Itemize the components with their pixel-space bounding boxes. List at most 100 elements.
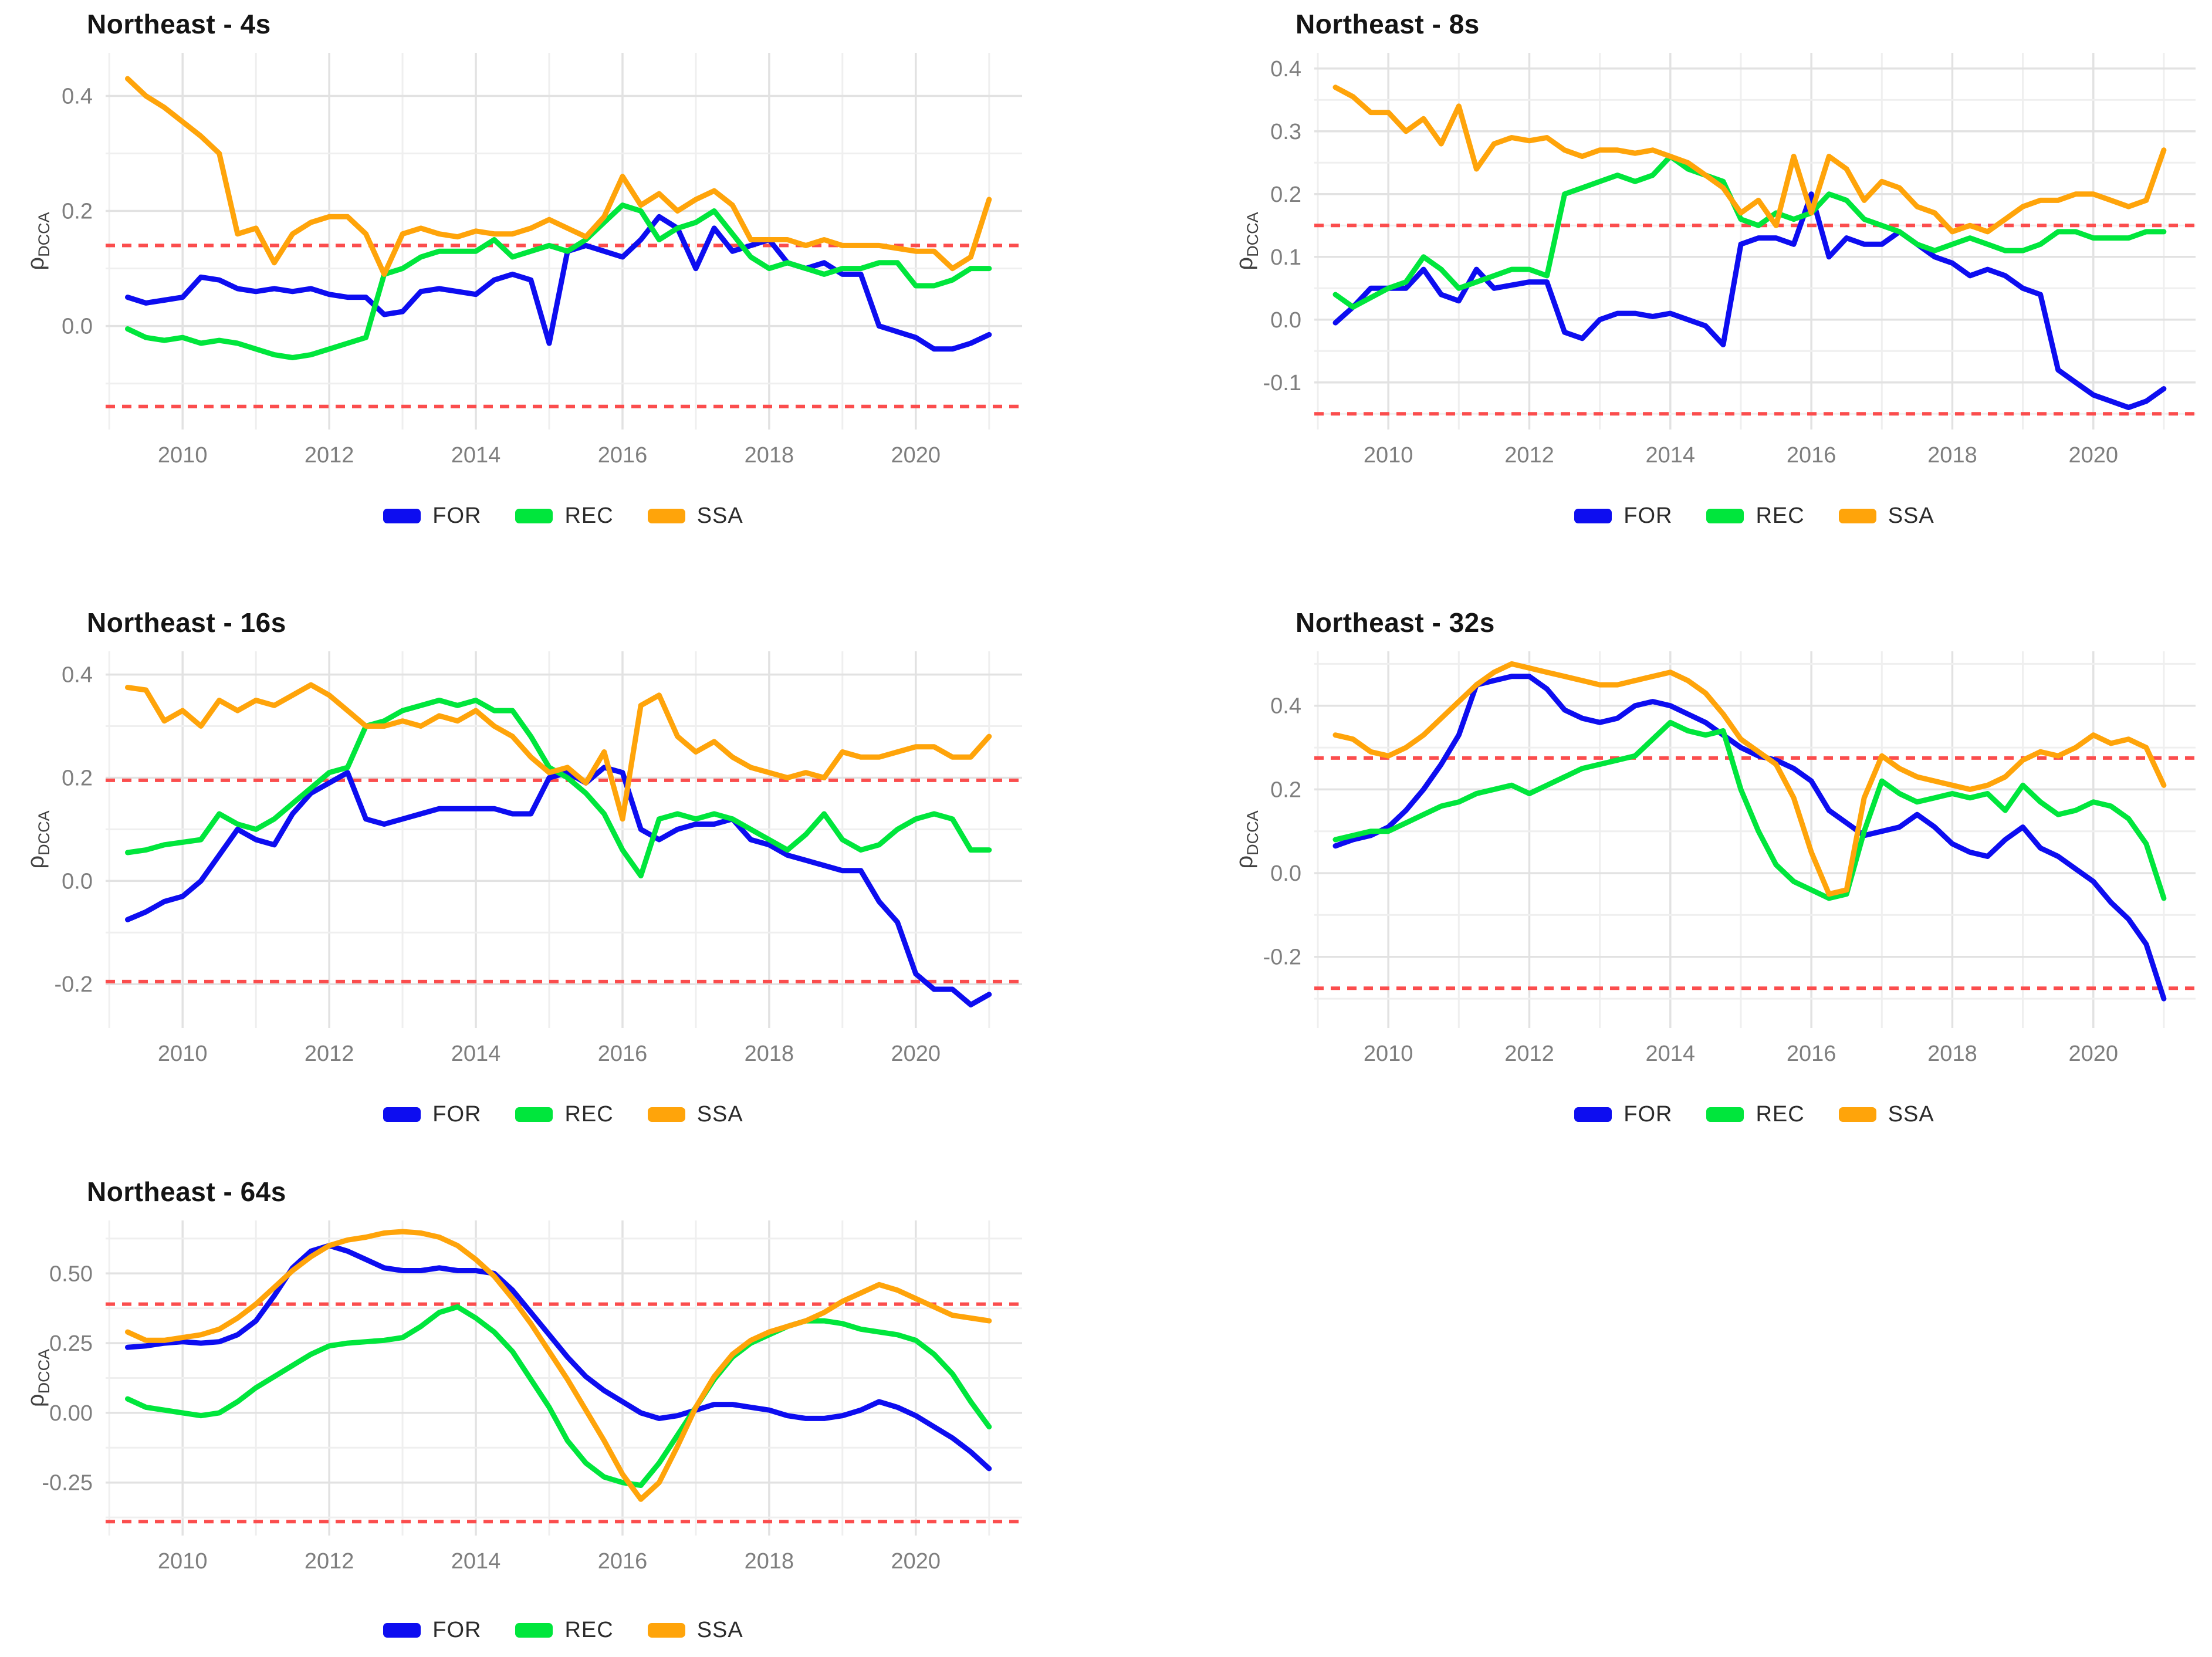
plot-area: 0.4 0.2 0.0 -0.2 2010 2012 2014 2016 2018 2020 ρDC…: [18, 641, 1039, 1087]
legend-label: FOR: [432, 1102, 482, 1127]
legend-item-ssa: SSA: [647, 1618, 743, 1643]
series-line-ssa: [1332, 661, 2167, 897]
x-tick-label: 2012: [1504, 443, 1554, 468]
y-tick-label: 0.0: [62, 315, 93, 339]
chart-title: Northeast - 64s: [87, 1176, 286, 1207]
y-tick-label: -0.25: [42, 1471, 93, 1496]
y-tick-label: 0.2: [1270, 182, 1301, 207]
plot-svg: 0.4 0.2 0.0 -0.2 2010 2012 2014 2016 2018 2020 ρDC…: [23, 651, 1022, 1066]
y-tick-label: 0.0: [1270, 308, 1301, 333]
legend-key-icon: [1574, 509, 1612, 523]
legend-label: REC: [564, 1618, 614, 1642]
x-tick-label: 2016: [598, 443, 648, 468]
x-tick-label: 2010: [1364, 1041, 1413, 1066]
y-tick-label: -0.2: [1263, 945, 1301, 970]
x-tick-label: 2016: [598, 1041, 648, 1066]
plot-area: 0.50 0.25 0.00 -0.25 2010 2012 2014 2016 2018 202…: [18, 1210, 1039, 1594]
x-tick-label: 2016: [1787, 1041, 1836, 1066]
series-line-ssa: [1332, 84, 2167, 235]
legend-key-icon: [1574, 1107, 1612, 1122]
legend-item-rec: REC: [515, 1102, 613, 1127]
x-tick-label: 2018: [1927, 1041, 1977, 1066]
legend-key-icon: [383, 1623, 421, 1638]
chart-title: Northeast - 16s: [87, 607, 286, 638]
legend-key-icon: [647, 1623, 685, 1638]
x-tick-label: 2012: [305, 1549, 354, 1574]
plot-area: 0.4 0.3 0.2 0.1 0.0 -0.1 2010 2012 2014 2016 2018 2…: [1226, 42, 2212, 488]
series-line-for: [125, 765, 992, 1007]
x-tick-label: 2018: [745, 443, 794, 468]
chart-title: Northeast - 32s: [1296, 607, 1495, 638]
legend-key-icon: [515, 1623, 553, 1638]
y-tick-label: 0.1: [1270, 245, 1301, 270]
series-line-for: [125, 1243, 992, 1472]
legend-item-rec: REC: [1706, 1102, 1804, 1127]
legend-key-icon: [1838, 509, 1876, 523]
legend: FOR REC SSA: [18, 1618, 1039, 1643]
legend-key-icon: [647, 509, 685, 523]
series-line-rec: [1332, 719, 2167, 901]
y-tick-label: 0.2: [1270, 777, 1301, 802]
legend-item-ssa: SSA: [647, 1102, 743, 1127]
x-tick-label: 2018: [745, 1549, 794, 1574]
legend-key-icon: [383, 1107, 421, 1122]
legend-item-for: FOR: [383, 1102, 481, 1127]
x-tick-label: 2020: [891, 1549, 941, 1574]
legend-item-rec: REC: [1706, 503, 1804, 529]
y-tick-label: 0.0: [62, 869, 93, 894]
legend-label: SSA: [696, 1618, 743, 1642]
y-tick-label: 0.3: [1270, 120, 1301, 144]
legend-item-ssa: SSA: [1838, 1102, 1934, 1127]
legend-key-icon: [1838, 1107, 1876, 1122]
x-tick-label: 2014: [451, 1549, 501, 1574]
series-line-for: [125, 214, 992, 352]
x-tick-label: 2020: [891, 443, 941, 468]
y-tick-label: 0.2: [62, 766, 93, 790]
plot-area: 0.4 0.2 0.0 2010 2012 2014 2016 2018 2020 ρDCCA: [18, 42, 1039, 488]
series-line-rec: [1332, 154, 2167, 310]
legend: FOR REC SSA: [18, 1102, 1039, 1127]
legend-key-icon: [383, 509, 421, 523]
x-tick-label: 2014: [1646, 1041, 1696, 1066]
legend-label: REC: [1756, 1102, 1805, 1127]
legend-key-icon: [1706, 509, 1744, 523]
y-axis-label: ρDCCA: [1232, 810, 1261, 868]
x-tick-label: 2014: [451, 443, 501, 468]
chart-panel-northeast-32s: Northeast - 32s 0.4 0.2 0.0 -0.2 2010 2012 201…: [1226, 604, 2212, 1150]
y-tick-label: -0.2: [55, 972, 93, 997]
x-tick-label: 2012: [1504, 1041, 1554, 1066]
legend-item-ssa: SSA: [1838, 503, 1934, 529]
x-tick-label: 2010: [1364, 443, 1413, 468]
legend-label: SSA: [1888, 503, 1934, 528]
series-line-rec: [125, 1304, 992, 1488]
plot-svg: 0.4 0.2 0.0 2010 2012 2014 2016 2018 2020 ρDCCA: [23, 53, 1022, 468]
legend-label: FOR: [432, 503, 482, 528]
y-tick-label: 0.4: [62, 84, 93, 109]
legend-item-for: FOR: [1574, 1102, 1672, 1127]
x-tick-label: 2010: [158, 1041, 208, 1066]
legend-label: REC: [564, 1102, 614, 1127]
y-axis-label: ρDCCA: [23, 212, 53, 270]
series-line-ssa: [125, 682, 992, 822]
chart-panel-northeast-8s: Northeast - 8s 0.4 0.3 0.2 0.1 0.0 -0.1 2010 20…: [1226, 6, 2212, 552]
y-tick-label: 0.4: [62, 663, 93, 688]
y-tick-label: 0.4: [1270, 694, 1301, 719]
x-tick-label: 2014: [1646, 443, 1696, 468]
plot-area: 0.4 0.2 0.0 -0.2 2010 2012 2014 2016 2018 2020 ρDC…: [1226, 641, 2212, 1087]
series-line-ssa: [125, 1229, 992, 1502]
legend-label: REC: [1756, 503, 1805, 528]
plot-svg: 0.4 0.3 0.2 0.1 0.0 -0.1 2010 2012 2014 2016 2018 2…: [1232, 53, 2196, 468]
legend-label: FOR: [1624, 1102, 1673, 1127]
x-tick-label: 2010: [158, 443, 208, 468]
chart-title: Northeast - 4s: [87, 9, 271, 39]
legend-label: SSA: [1888, 1102, 1934, 1127]
x-tick-label: 2012: [305, 1041, 354, 1066]
legend-key-icon: [515, 509, 553, 523]
legend-label: FOR: [432, 1618, 482, 1642]
plot-svg: 0.50 0.25 0.00 -0.25 2010 2012 2014 2016 2018 202…: [23, 1220, 1022, 1574]
legend-item-for: FOR: [1574, 503, 1672, 529]
chart-panel-northeast-16s: Northeast - 16s 0.4 0.2 0.0 -0.2 2010 2012 201…: [18, 604, 1039, 1150]
legend: FOR REC SSA: [1226, 1102, 2212, 1127]
y-tick-label: 0.50: [49, 1262, 93, 1286]
